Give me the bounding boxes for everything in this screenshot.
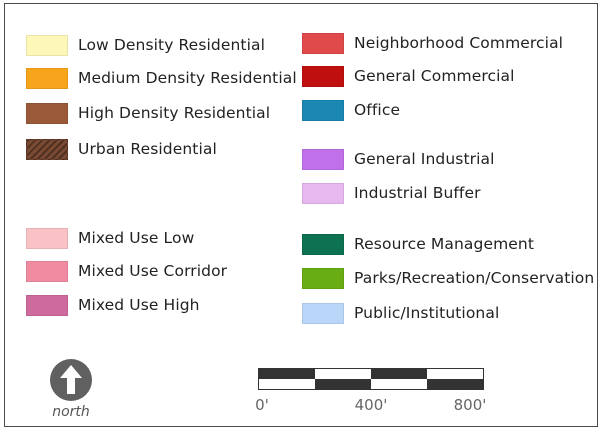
north-arrow-icon [50, 359, 92, 401]
scale-segment [371, 369, 427, 379]
legend-label: Medium Density Residential [78, 69, 297, 87]
legend-swatch [302, 302, 344, 324]
scale-segment [427, 379, 483, 389]
legend-item-mixed-use-low: Mixed Use Low [26, 226, 194, 250]
scale-tick-800: 800' [453, 396, 487, 414]
legend-swatch [26, 34, 68, 56]
legend-swatch [26, 227, 68, 249]
legend-swatch [302, 65, 344, 87]
legend-item-parks-recreation-conservation: Parks/Recreation/Conservation [302, 266, 594, 290]
scale-tick-0: 0' [255, 396, 269, 414]
legend-item-general-commercial: General Commercial [302, 64, 515, 88]
legend-label: Mixed Use Low [78, 229, 195, 247]
legend-swatch [302, 267, 344, 289]
legend-swatch [302, 148, 344, 170]
legend-swatch [302, 32, 344, 54]
legend-swatch [302, 182, 344, 204]
legend-label: Mixed Use Corridor [78, 262, 228, 280]
legend-item-low-density-residential: Low Density Residential [26, 33, 265, 57]
legend-item-general-industrial: General Industrial [302, 147, 495, 171]
north-label: north [52, 404, 90, 420]
legend-item-neighborhood-commercial: Neighborhood Commercial [302, 31, 563, 55]
legend-item-office: Office [302, 98, 400, 122]
legend-label: Office [354, 101, 401, 119]
legend-label: Parks/Recreation/Conservation [354, 269, 595, 287]
legend-swatch [302, 233, 344, 255]
legend-item-medium-density-residential: Medium Density Residential [26, 66, 297, 90]
legend-swatch [302, 99, 344, 121]
legend-item-mixed-use-high: Mixed Use High [26, 293, 200, 317]
legend-item-mixed-use-corridor: Mixed Use Corridor [26, 259, 227, 283]
legend-swatch [26, 260, 68, 282]
legend-label: General Commercial [354, 67, 515, 85]
map-legend-panel [4, 3, 598, 427]
legend-label: Resource Management [354, 235, 535, 253]
scale-tick-400: 400' [354, 396, 388, 414]
legend-swatch [26, 102, 68, 124]
scale-bar [258, 368, 486, 394]
scale-segment [259, 369, 315, 379]
legend-label: General Industrial [354, 150, 495, 168]
legend-label: Public/Institutional [354, 304, 500, 322]
legend-item-industrial-buffer: Industrial Buffer [302, 181, 481, 205]
legend-label: Neighborhood Commercial [354, 34, 564, 52]
legend-label: Mixed Use High [78, 296, 200, 314]
scale-bar-outline [258, 368, 484, 390]
legend-label: Industrial Buffer [354, 184, 481, 202]
north-arrow: north [46, 358, 96, 420]
legend-swatch [26, 67, 68, 89]
legend-item-high-density-residential: High Density Residential [26, 101, 270, 125]
legend-label: High Density Residential [78, 104, 271, 122]
legend-swatch [26, 294, 68, 316]
legend-label: Low Density Residential [78, 36, 265, 54]
legend-item-resource-management: Resource Management [302, 232, 534, 256]
legend-item-public-institutional: Public/Institutional [302, 301, 499, 325]
legend-label: Urban Residential [78, 140, 217, 158]
legend-swatch [26, 138, 68, 160]
scale-segment [315, 379, 371, 389]
legend-item-urban-residential: Urban Residential [26, 137, 217, 161]
